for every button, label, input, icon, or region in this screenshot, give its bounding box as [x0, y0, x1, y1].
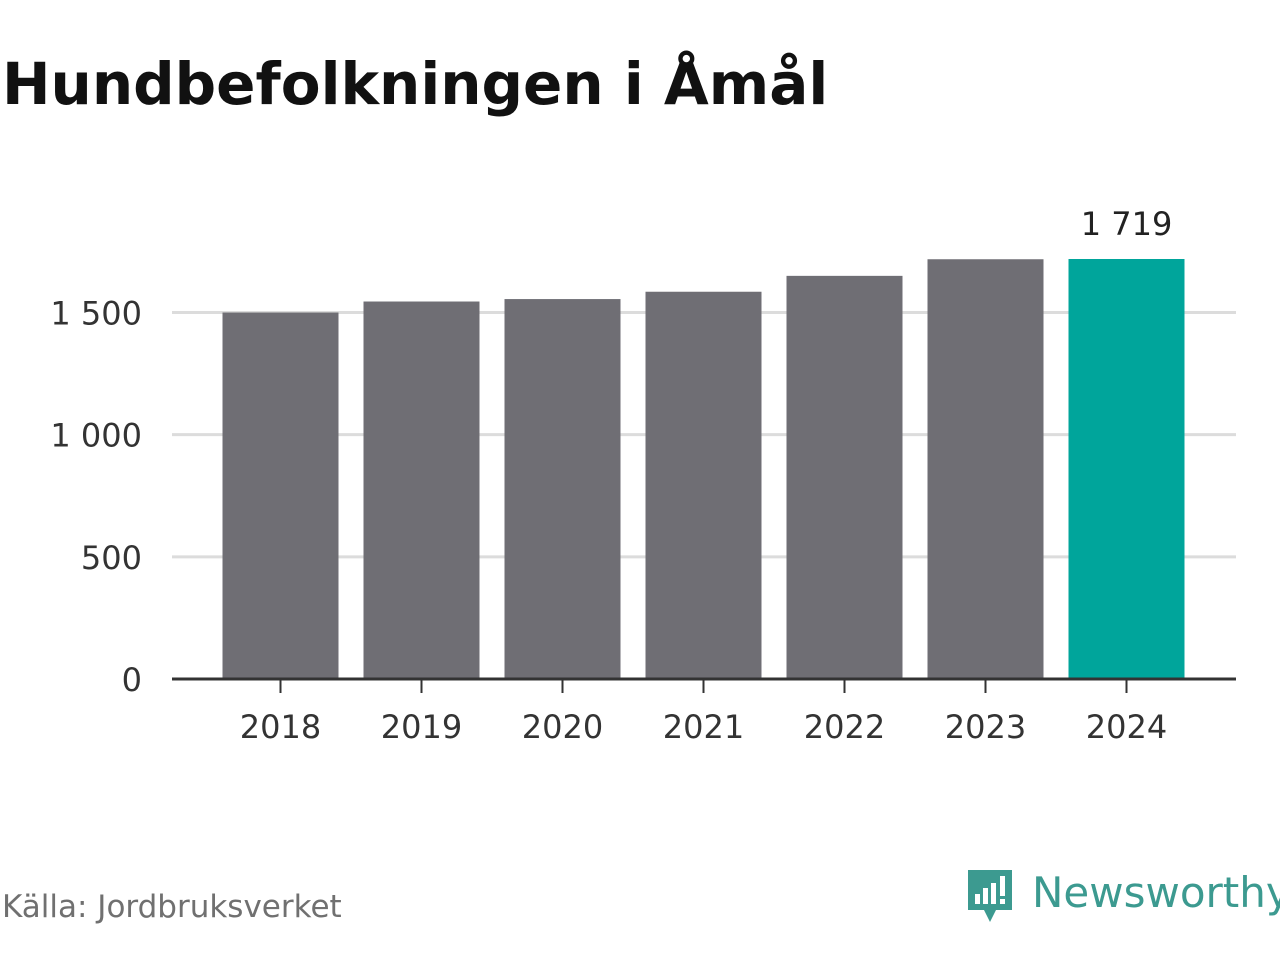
x-tick-label: 2024	[1086, 708, 1167, 746]
data-label: 1 719	[1081, 205, 1173, 243]
brand-name: Newsworthy	[1032, 868, 1280, 917]
x-tick-label: 2020	[522, 708, 603, 746]
bar-2023	[927, 259, 1044, 679]
bars	[222, 259, 1185, 679]
source-note: Källa: Jordbruksverket	[2, 889, 342, 925]
x-tick-label: 2018	[240, 708, 321, 746]
chart-title: Hundbefolkningen i Åmål	[2, 50, 829, 118]
bar-2019	[363, 301, 480, 679]
bar-2018	[222, 312, 339, 679]
y-tick-label: 1 000	[50, 417, 142, 455]
brand: Newsworthy	[964, 864, 1280, 928]
x-axis-ticks: 2018 2019 2020 2021 2022 2023 2024	[240, 679, 1167, 746]
bar-2020	[504, 299, 621, 679]
x-tick-label: 2023	[945, 708, 1026, 746]
bar-2022	[786, 275, 903, 679]
newsworthy-logo-icon	[968, 870, 1012, 922]
y-tick-label: 1 500	[50, 295, 142, 333]
y-axis-ticks: 0 500 1 000 1 500	[50, 295, 142, 699]
bar-2021	[645, 291, 762, 679]
y-tick-label: 0	[122, 661, 142, 699]
bar-2024	[1068, 259, 1185, 679]
data-labels: 1 719	[1081, 205, 1173, 243]
y-tick-label: 500	[81, 539, 142, 577]
x-tick-label: 2021	[663, 708, 744, 746]
x-tick-label: 2022	[804, 708, 885, 746]
x-tick-label: 2019	[381, 708, 462, 746]
